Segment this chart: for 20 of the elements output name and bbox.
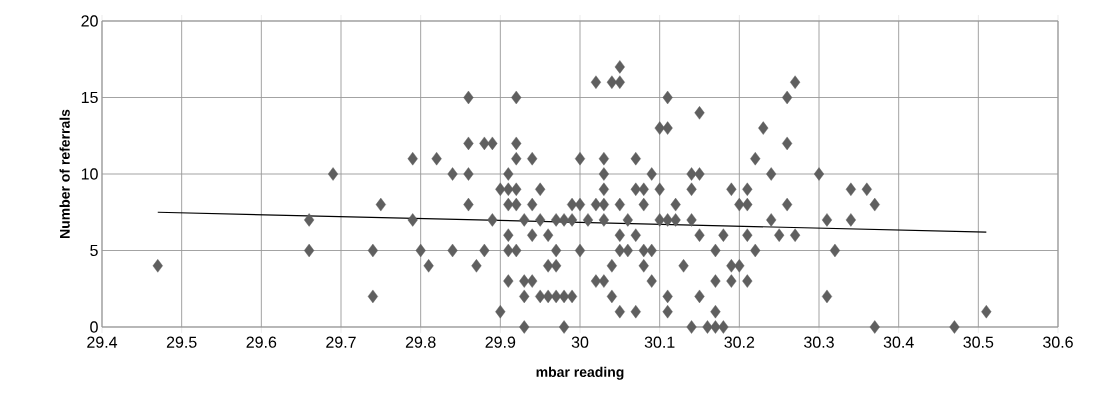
x-tick-label: 29.4 bbox=[87, 336, 118, 348]
x-tick-label: 29.7 bbox=[326, 336, 356, 348]
x-tick-label: 29.9 bbox=[485, 336, 516, 348]
x-tick-label: 30.6 bbox=[1043, 336, 1073, 348]
x-tick-label: 30.2 bbox=[724, 336, 755, 348]
x-axis-title: mbar reading bbox=[536, 366, 624, 380]
y-tick-label: 20 bbox=[81, 15, 98, 27]
x-tick-label: 29.6 bbox=[246, 336, 277, 348]
y-tick-label: 10 bbox=[81, 168, 98, 180]
x-tick-label: 30.4 bbox=[883, 336, 914, 348]
x-tick-label: 29.5 bbox=[166, 336, 197, 348]
x-tick-label: 30 bbox=[571, 336, 589, 348]
x-tick-label: 29.8 bbox=[405, 336, 436, 348]
y-tick-label: 5 bbox=[90, 244, 98, 257]
y-axis-title: Number of referrals bbox=[59, 109, 70, 239]
y-tick-label: 0 bbox=[90, 321, 98, 333]
x-tick-label: 30.1 bbox=[644, 336, 675, 348]
x-tick-label: 30.3 bbox=[804, 336, 834, 348]
y-tick-label: 15 bbox=[81, 91, 98, 104]
x-tick-label: 30.5 bbox=[963, 336, 994, 348]
